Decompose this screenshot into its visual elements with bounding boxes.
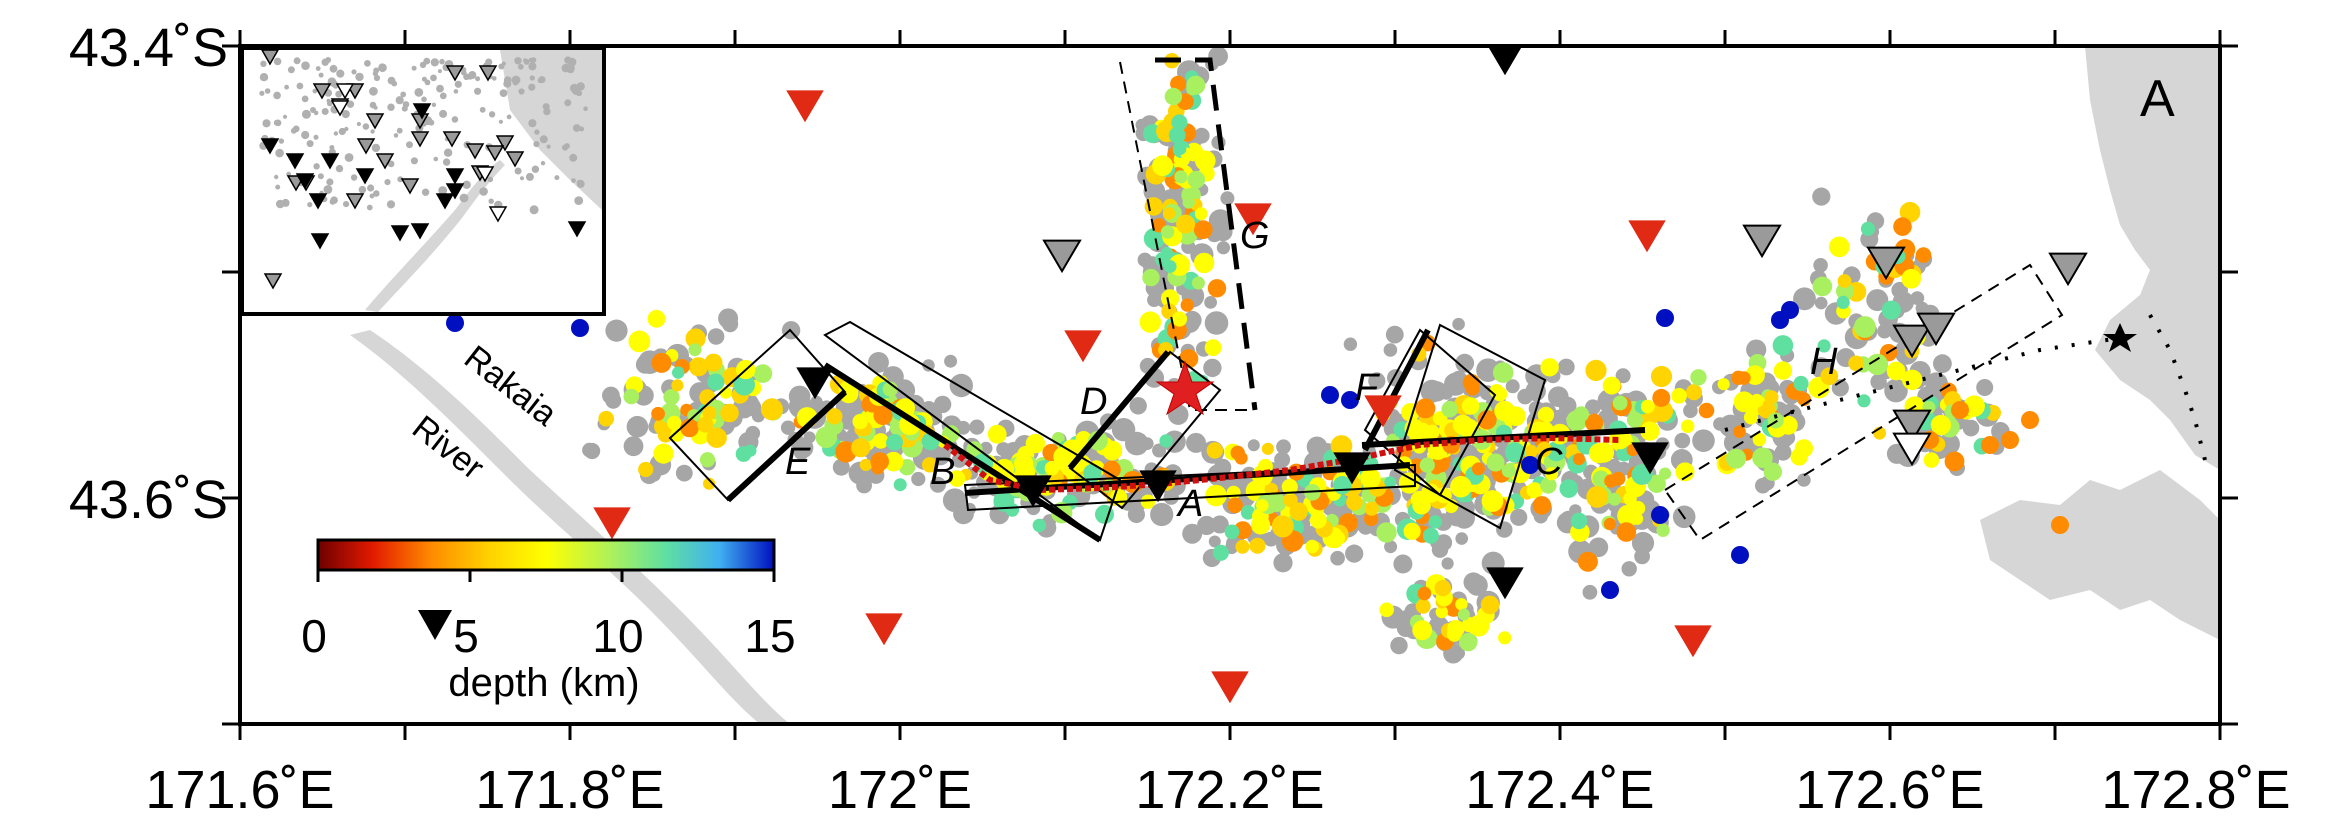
colorbar-tick-0: 0 xyxy=(301,610,327,662)
lon-tick-label-7: 172.8˚E xyxy=(2101,760,2290,820)
station-triangle-icon xyxy=(1866,246,1906,281)
lon-tick-label-6: 172.6˚E xyxy=(1795,760,1984,820)
station-triangle-icon xyxy=(796,367,834,400)
lat-tick-label-2: 43.6˚S xyxy=(69,470,228,530)
fault-trace-f xyxy=(1362,328,1431,452)
bay-land xyxy=(1980,470,2220,640)
station-triangle-icon xyxy=(1742,224,1782,259)
colorbar-title: depth (km) xyxy=(448,661,639,705)
lon-tick-label-4: 172.2˚E xyxy=(1135,760,1324,820)
segment-label-a: A xyxy=(1176,483,1203,525)
fault-trace-c xyxy=(1361,427,1646,448)
station-triangle-icon xyxy=(1631,442,1669,475)
station-triangle-icon xyxy=(1014,475,1052,508)
segment-label-c: C xyxy=(1535,441,1563,483)
station-triangle-icon xyxy=(1139,470,1177,503)
depth-colorbar: 0 5 10 15 depth (km) xyxy=(301,538,796,705)
station-triangle-icon xyxy=(1364,395,1402,428)
lat-tick-label-1: 43.4˚S xyxy=(69,18,228,78)
fault-trace-b xyxy=(823,362,1102,543)
station-triangle-icon xyxy=(1916,312,1956,347)
station-triangle-icon xyxy=(1486,567,1524,600)
rakaia-river xyxy=(350,330,790,724)
segment-label-g: G xyxy=(1240,215,1270,257)
station-triangle-icon xyxy=(1211,671,1249,704)
lon-tick-label-1: 171.6˚E xyxy=(145,760,334,820)
segment-trace-g xyxy=(1155,57,1258,411)
station-triangle-icon xyxy=(865,613,903,646)
segment-box-c xyxy=(1393,323,1547,530)
colorbar-tick-15: 15 xyxy=(744,610,795,662)
station-triangle-icon xyxy=(1674,625,1712,658)
panel-label: A xyxy=(2140,70,2175,128)
fault-trace-d xyxy=(1067,350,1171,470)
segment-label-b: B xyxy=(930,451,955,493)
station-triangle-icon xyxy=(1628,220,1666,253)
segment-label-h: H xyxy=(1810,341,1838,383)
station-triangle-icon xyxy=(1487,46,1523,76)
station-triangle-icon xyxy=(1042,239,1082,274)
coastal-land xyxy=(2085,46,2220,470)
station-triangle-icon xyxy=(1064,330,1102,363)
segment-label-d: D xyxy=(1080,381,1107,423)
colorbar-station-icon xyxy=(418,610,452,640)
lon-tick-label-2: 171.8˚E xyxy=(475,760,664,820)
segment-label-e: E xyxy=(785,441,811,483)
lon-tick-label-5: 172.4˚E xyxy=(1465,760,1654,820)
colorbar-tick-10: 10 xyxy=(592,610,643,662)
fault-trace-e xyxy=(725,389,848,503)
inset-map xyxy=(240,46,606,316)
station-triangle-icon xyxy=(1333,452,1371,485)
colorbar-tick-5: 5 xyxy=(453,610,479,662)
station-triangle-icon xyxy=(786,90,824,123)
stations xyxy=(593,46,2088,704)
segment-label-f: F xyxy=(1355,367,1380,409)
lon-tick-label-3: 172˚E xyxy=(828,760,972,820)
segment-box-b xyxy=(823,320,1122,542)
station-triangle-icon xyxy=(1234,203,1272,236)
station-triangle-icon xyxy=(1892,324,1932,359)
station-triangle-icon xyxy=(1892,432,1932,467)
station-triangle-icon xyxy=(2048,252,2088,287)
station-triangle-icon xyxy=(593,507,631,540)
station-triangle-icon xyxy=(1892,409,1932,444)
epicenter-star-icon xyxy=(2103,323,2137,352)
mainshock-star-icon xyxy=(1155,360,1215,416)
